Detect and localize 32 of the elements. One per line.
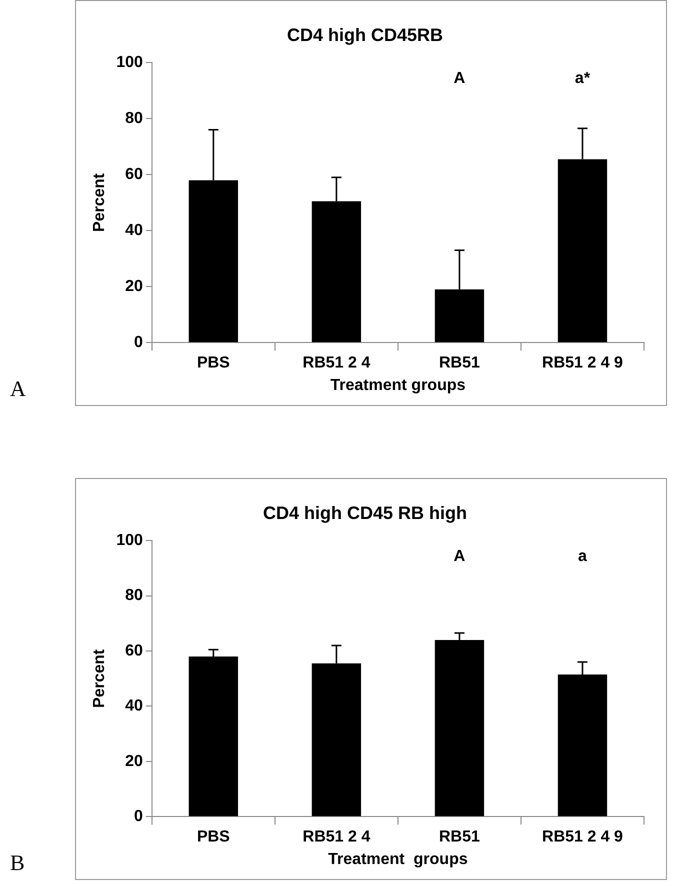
- x-tick-label: PBS: [196, 354, 230, 372]
- x-tick-label: RB51: [439, 828, 480, 846]
- x-axis-title: Treatment groups: [330, 376, 466, 394]
- y-tick-label: 40: [125, 222, 143, 240]
- y-tick-label: 80: [125, 110, 143, 128]
- y-tick-label: 80: [125, 587, 143, 604]
- x-tick-label: RB51: [439, 354, 480, 372]
- x-tick-label: RB51 2 4: [302, 354, 370, 372]
- annotation: A: [454, 70, 466, 88]
- x-tick-label: RB51 2 4 9: [542, 828, 624, 846]
- y-tick-label: 60: [125, 642, 143, 660]
- y-tick-label: 20: [125, 752, 143, 770]
- x-axis-title: Treatment groups: [328, 850, 468, 868]
- chart-title: CD4 high CD45 RB high: [262, 502, 468, 523]
- text: B: [10, 850, 25, 876]
- y-tick-label: 100: [116, 532, 143, 550]
- y-tick-label: 20: [125, 278, 143, 296]
- annotation: a*: [574, 70, 591, 88]
- x-tick-label: RB51 2 4: [302, 828, 370, 846]
- chart-title: CD4 high CD45RB: [286, 24, 444, 45]
- y-tick-label: 100: [116, 54, 143, 72]
- text: A: [10, 376, 26, 402]
- y-axis-title: Percent: [91, 172, 108, 232]
- y-tick-label: 40: [125, 698, 143, 715]
- y-tick-label: 0: [134, 334, 143, 352]
- annotation: a: [578, 548, 588, 566]
- x-tick-label: RB51 2 4 9: [542, 354, 624, 372]
- y-tick-label: 0: [134, 808, 143, 826]
- annotation: A: [454, 548, 466, 566]
- y-tick-label: 60: [125, 166, 143, 184]
- y-axis-title: Percent: [91, 648, 108, 708]
- x-tick-label: PBS: [196, 828, 230, 846]
